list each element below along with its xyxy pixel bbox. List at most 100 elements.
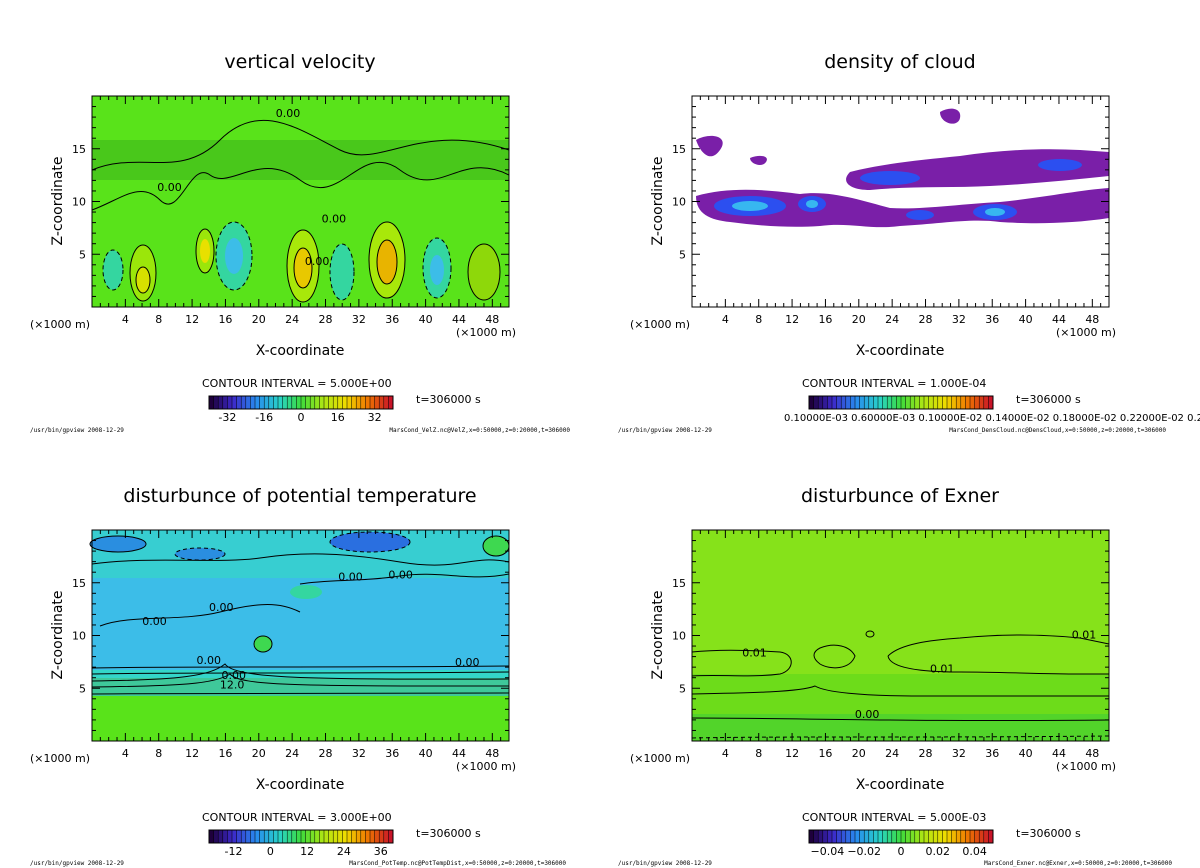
colorbar-cell <box>227 396 233 409</box>
colorbar-cell <box>268 830 274 843</box>
y-tick-label: 15 <box>672 143 686 156</box>
colorbar-cell <box>822 830 828 843</box>
colorbar-cell <box>910 830 916 843</box>
plot-area <box>691 529 1110 742</box>
colorbar-tick-label: -12 <box>225 845 243 858</box>
colorbar-cell <box>236 830 242 843</box>
colorbar-cell <box>850 396 856 409</box>
colorbar-cell <box>351 830 357 843</box>
colorbar-cell <box>250 830 256 843</box>
contour-label: 0.01 <box>930 662 955 675</box>
y-tick-label: 5 <box>79 682 86 695</box>
y-tick-label: 10 <box>672 630 686 643</box>
x-tick-label: 12 <box>185 747 199 760</box>
colorbar-cell <box>213 396 219 409</box>
x-tick-label: 36 <box>385 747 399 760</box>
colorbar-cell <box>873 396 879 409</box>
contour-lines <box>89 535 510 695</box>
x-tick-label: 24 <box>885 313 899 326</box>
plot-area <box>91 95 510 308</box>
colorbar-cell <box>282 830 288 843</box>
x-tick-label: 48 <box>1085 313 1099 326</box>
colorbar-cell <box>232 396 238 409</box>
colorbar-cell <box>337 396 343 409</box>
colorbar-cell <box>241 396 247 409</box>
colorbar-cell <box>259 830 265 843</box>
time-label: t=306000 s <box>1016 393 1081 406</box>
colorbar-cell <box>914 396 920 409</box>
panel-potential-temperature: disturbunce of potential temperature <box>0 434 600 868</box>
colorbar-cell <box>227 830 233 843</box>
updraft-cells <box>130 222 500 302</box>
colorbar-cell <box>845 830 851 843</box>
colorbar-tick-label: 12 <box>300 845 314 858</box>
contour-lines <box>91 119 510 303</box>
contour-interval: CONTOUR INTERVAL = 3.000E+00 <box>202 811 392 824</box>
colorbar-cell <box>278 830 284 843</box>
colorbar-cell <box>809 396 815 409</box>
colorbar <box>808 395 994 410</box>
colorbar-cell <box>296 396 302 409</box>
x-tick-label: 16 <box>818 313 832 326</box>
colorbar-cell <box>374 396 380 409</box>
colorbar-cell <box>933 830 939 843</box>
colorbar: −0.04 −0.02 0 0.02 0.04 <box>808 829 994 858</box>
colorbar-cell <box>951 830 957 843</box>
x-axis-label: X-coordinate <box>256 343 345 359</box>
colorbar-tick-label: 32 <box>368 411 382 424</box>
colorbar-cell <box>374 830 380 843</box>
contour-lines-dashed <box>691 735 1110 739</box>
panel-density-of-cloud: density of cloud 4 8 12 16 20 24 28 32 3 <box>600 0 1200 434</box>
colorbar-cell <box>960 830 966 843</box>
colorbar-cell <box>864 396 870 409</box>
y-axis-label: Z-coordinate <box>50 590 66 679</box>
y-axis-label: Z-coordinate <box>650 590 666 679</box>
colorbar-cell <box>291 396 297 409</box>
x-tick-label: 28 <box>319 747 333 760</box>
colorbar-cell <box>988 830 994 843</box>
colorbar-cell <box>370 396 376 409</box>
x-tick-label: 12 <box>185 313 199 326</box>
colorbar-cell <box>818 396 824 409</box>
x-axis-label: X-coordinate <box>856 343 945 359</box>
colorbar-tick-label: 0.02 <box>926 845 951 858</box>
contour-label: 0.01 <box>742 647 767 660</box>
colorbar-cell <box>928 830 934 843</box>
colorbar-cell <box>970 396 976 409</box>
colorbar-cell <box>379 396 385 409</box>
colorbar-cell <box>947 396 953 409</box>
chart-vertical-velocity: vertical velocity <box>30 51 570 434</box>
y-tick-label: 5 <box>679 248 686 261</box>
colorbar-cell <box>273 830 279 843</box>
colorbar-cell <box>310 830 316 843</box>
colorbar-cell <box>836 830 842 843</box>
colorbar-cell <box>813 396 819 409</box>
x-tick-label: 16 <box>818 747 832 760</box>
x-tick-label: 16 <box>218 313 232 326</box>
colorbar-cell <box>891 830 897 843</box>
x-tick-label: 48 <box>485 313 499 326</box>
y-tick-label: 15 <box>72 143 86 156</box>
colorbar-cell <box>324 830 330 843</box>
colorbar-cell <box>301 396 307 409</box>
colorbar-cell <box>255 396 261 409</box>
x-axis-label: X-coordinate <box>856 777 945 793</box>
colorbar-cell <box>222 830 228 843</box>
colorbar-cell <box>319 830 325 843</box>
colorbar-cell <box>250 396 256 409</box>
transition-band <box>92 670 509 678</box>
colorbar-cell <box>891 396 897 409</box>
colorbar-cell <box>960 396 966 409</box>
colorbar-cell <box>850 830 856 843</box>
colorbar-cell <box>974 830 980 843</box>
colorbar-tick-label: 0.04 <box>962 845 987 858</box>
x-tick-label: 44 <box>1052 747 1066 760</box>
x-tick-label: 24 <box>285 747 299 760</box>
colorbar-cell <box>383 830 389 843</box>
x-axis-label: X-coordinate <box>256 777 345 793</box>
x-tick-label: 8 <box>755 313 762 326</box>
colorbar-cell <box>209 830 215 843</box>
x-tick-label: 32 <box>952 747 966 760</box>
colorbar-cell <box>896 830 902 843</box>
